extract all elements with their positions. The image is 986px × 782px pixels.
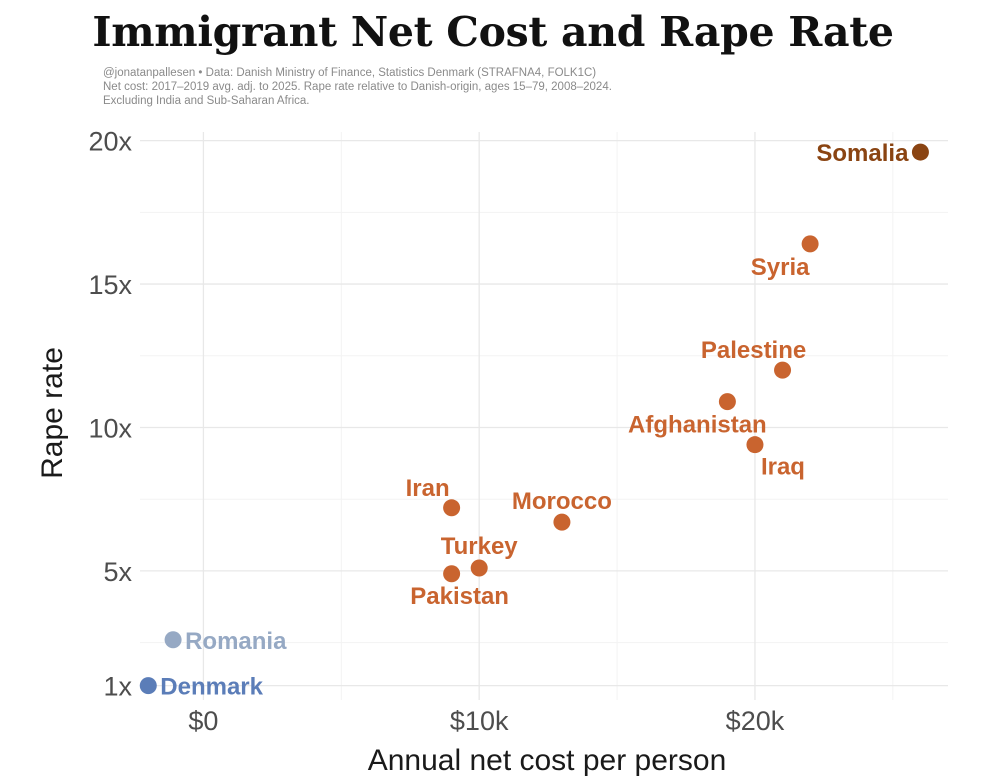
chart-title: Immigrant Net Cost and Rape Rate bbox=[92, 8, 894, 56]
data-point-pakistan bbox=[443, 565, 461, 583]
x-tick-label: $10k bbox=[450, 706, 509, 736]
point-label-syria: Syria bbox=[751, 254, 810, 281]
y-tick-label: 1x bbox=[103, 672, 132, 702]
y-tick-label: 15x bbox=[88, 270, 132, 300]
x-tick-label: $0 bbox=[188, 706, 218, 736]
point-label-iran: Iran bbox=[406, 475, 450, 502]
y-axis-title: Rape rate bbox=[36, 347, 69, 479]
point-label-denmark: Denmark bbox=[160, 674, 263, 701]
point-label-palestine: Palestine bbox=[701, 337, 806, 364]
point-label-somalia: Somalia bbox=[816, 140, 909, 167]
data-point-somalia bbox=[911, 143, 929, 161]
data-point-denmark bbox=[139, 677, 157, 695]
subtitle-line-3: Excluding India and Sub-Saharan Africa. bbox=[103, 95, 310, 107]
subtitle-line-1: @jonatanpallesen • Data: Danish Ministry… bbox=[103, 67, 597, 79]
x-axis-title: Annual net cost per person bbox=[368, 744, 727, 777]
x-tick-label: $20k bbox=[726, 706, 785, 736]
y-tick-label: 10x bbox=[88, 413, 132, 443]
data-point-syria bbox=[801, 235, 819, 253]
point-label-turkey: Turkey bbox=[441, 533, 519, 560]
data-point-iraq bbox=[746, 436, 764, 454]
data-points bbox=[139, 143, 929, 695]
data-point-romania bbox=[164, 631, 182, 649]
tick-labels: $0 $10k $20k 1x 5x 10x 15x 20x bbox=[88, 127, 784, 736]
data-point-afghanistan bbox=[718, 393, 736, 411]
y-tick-label: 20x bbox=[88, 127, 132, 157]
y-tick-label: 5x bbox=[103, 557, 132, 587]
subtitle-line-2: Net cost: 2017–2019 avg. adj. to 2025. R… bbox=[103, 81, 612, 93]
data-point-palestine bbox=[774, 361, 792, 379]
point-label-afghanistan: Afghanistan bbox=[628, 412, 767, 439]
chart-subtitle: @jonatanpallesen • Data: Danish Ministry… bbox=[103, 66, 612, 108]
point-label-iraq: Iraq bbox=[761, 454, 805, 481]
point-label-morocco: Morocco bbox=[512, 488, 612, 515]
data-point-morocco bbox=[553, 513, 571, 531]
data-point-iran bbox=[443, 499, 461, 517]
point-label-romania: Romania bbox=[185, 628, 287, 655]
data-point-turkey bbox=[470, 559, 488, 577]
point-label-pakistan: Pakistan bbox=[410, 583, 509, 610]
point-labels: Denmark Romania Pakistan Turkey Iran Morocco A… bbox=[160, 140, 909, 701]
grid-lines bbox=[140, 132, 948, 700]
